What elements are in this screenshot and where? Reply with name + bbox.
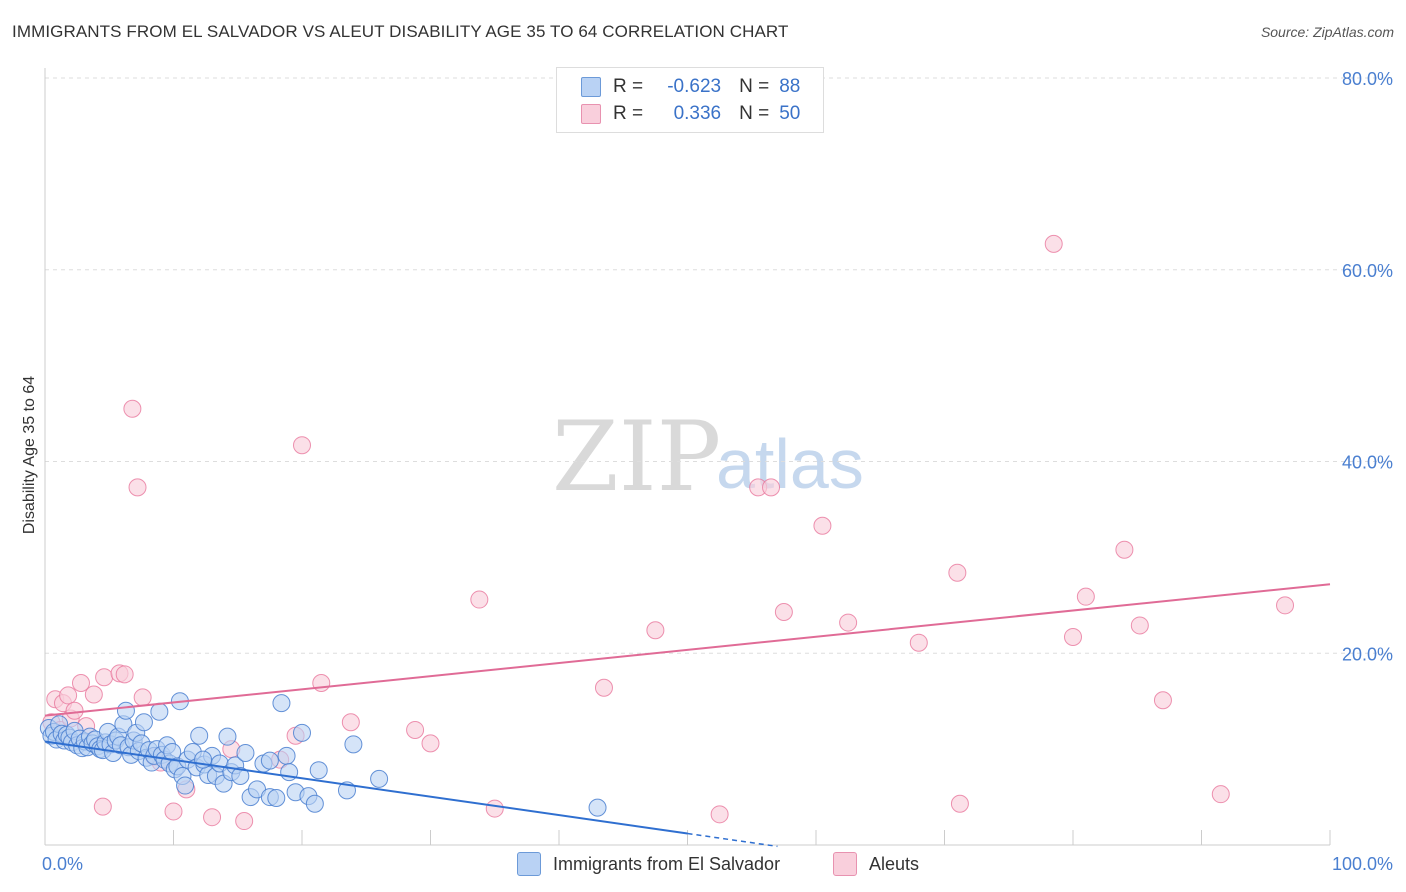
el-salvador-point — [267, 789, 286, 808]
aleuts-point — [128, 478, 147, 497]
blue-swatch — [581, 77, 601, 97]
el-salvador-points — [39, 692, 607, 817]
aleuts-point — [71, 673, 90, 692]
aleuts-point — [203, 808, 222, 827]
aleuts-point — [235, 812, 254, 831]
aleuts-point — [65, 701, 84, 720]
aleuts-point — [1211, 785, 1230, 804]
y-tick-label: 40.0% — [1342, 453, 1393, 473]
el-salvador-point — [260, 751, 279, 770]
el-salvador-point — [309, 761, 328, 780]
y-tick-label: 20.0% — [1342, 644, 1393, 664]
x-tick-label-start: 0.0% — [42, 854, 83, 874]
el-salvador-point — [176, 776, 195, 795]
legend-item-el-salvador: Immigrants from El Salvador — [517, 851, 780, 877]
aleuts-point — [1044, 234, 1063, 253]
legend-n-value: 88 — [779, 76, 801, 97]
legend-r-value: -0.623 — [667, 76, 722, 97]
el-salvador-point — [134, 713, 153, 732]
el-salvador-point — [344, 735, 363, 754]
grid-layer — [45, 77, 1392, 654]
chart-title: IMMIGRANTS FROM EL SALVADOR VS ALEUT DIS… — [12, 22, 789, 41]
tick-labels: 20.0% 40.0% 60.0% 80.0% 0.0% 100.0% — [42, 69, 1393, 874]
aleuts-point — [1115, 540, 1134, 559]
legend-n-value: 50 — [779, 103, 801, 124]
pink-legend-swatch — [833, 852, 857, 876]
aleuts-point — [646, 621, 665, 640]
blue-legend-swatch — [517, 852, 541, 876]
aleuts-point — [594, 678, 613, 697]
legend-r-label: R = — [613, 103, 644, 124]
aleuts-point — [762, 478, 781, 497]
aleuts-point — [950, 794, 969, 813]
el-salvador-point — [150, 702, 169, 721]
y-tick-label: 80.0% — [1342, 69, 1393, 89]
legend-row-el-salvador: R = -0.623 N = 88 — [581, 74, 800, 100]
legend-row-aleuts: R = 0.336 N = 50 — [581, 101, 800, 127]
aleuts-point — [710, 805, 729, 824]
legend-r-label: R = — [613, 76, 644, 97]
aleuts-point — [813, 516, 832, 535]
aleuts-point — [774, 603, 793, 622]
aleuts-point — [59, 686, 78, 705]
aleuts-point — [293, 436, 311, 455]
el-salvador-point — [293, 723, 311, 742]
aleuts-point — [164, 802, 183, 821]
aleuts-point — [1064, 627, 1082, 646]
el-salvador-point — [305, 794, 324, 813]
source-label: Source: ZipAtlas.com — [1260, 24, 1394, 40]
el-salvador-point — [272, 694, 291, 713]
aleuts-trend-line — [44, 583, 1331, 717]
aleuts-point — [839, 613, 858, 632]
correlation-legend: R = -0.623 N = 88 R = 0.336 N = 50 — [556, 67, 824, 133]
el-salvador-point — [190, 726, 209, 745]
x-tick-label-end: 100.0% — [1332, 854, 1393, 874]
aleuts-point — [909, 633, 928, 652]
legend-r-value: 0.336 — [673, 103, 722, 124]
aleuts-point — [406, 720, 425, 739]
aleuts-point — [470, 590, 489, 609]
watermark-atlas: atlas — [716, 425, 864, 503]
el-salvador-point — [218, 727, 237, 746]
aleuts-point — [93, 797, 112, 816]
legend-item-aleuts: Aleuts — [833, 851, 919, 877]
el-salvador-point — [277, 746, 296, 765]
el-salvador-point — [231, 766, 250, 785]
el-salvador-point — [236, 743, 255, 762]
watermark-zip: ZIP — [552, 401, 721, 513]
aleuts-point — [95, 668, 114, 687]
aleuts-point — [123, 399, 142, 418]
aleuts-point — [485, 799, 504, 818]
aleuts-point — [421, 734, 440, 753]
aleuts-point — [1076, 587, 1095, 606]
aleuts-point — [1130, 616, 1149, 635]
aleuts-point — [1153, 691, 1172, 710]
legend-label-aleuts: Aleuts — [869, 853, 920, 874]
aleuts-point — [1276, 596, 1295, 615]
trend-lines — [44, 583, 1331, 848]
y-tick-label: 60.0% — [1342, 261, 1393, 281]
el-salvador-point — [116, 701, 135, 720]
el-salvador-trend-line — [44, 740, 688, 835]
legend-label-el-salvador: Immigrants from El Salvador — [553, 853, 781, 874]
aleuts-point — [115, 665, 134, 684]
aleuts-point — [341, 713, 360, 732]
aleuts-point — [948, 563, 967, 582]
pink-swatch — [581, 104, 601, 124]
el-salvador-point — [370, 769, 389, 788]
aleuts-point — [133, 688, 152, 707]
el-salvador-point — [588, 798, 607, 817]
legend-n-label: N = — [739, 103, 770, 124]
aleuts-point — [84, 685, 103, 704]
legend-n-label: N = — [739, 76, 770, 97]
el-salvador-trend-extension — [687, 832, 778, 848]
